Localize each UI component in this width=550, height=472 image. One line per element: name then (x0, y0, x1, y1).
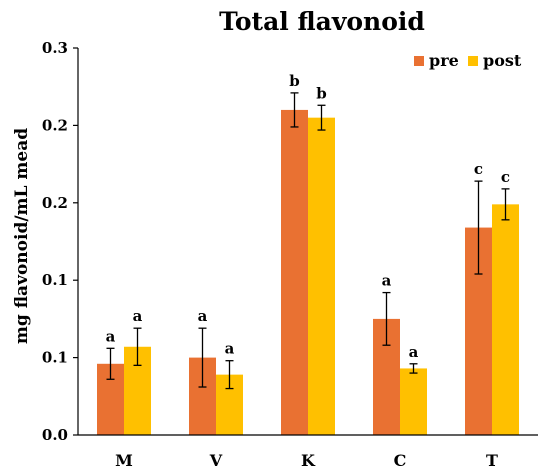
legend-label-post: post (483, 51, 522, 70)
bar-post-T (492, 204, 519, 435)
y-tick-label: 0.2 (42, 116, 68, 134)
y-tick-label: 0.1 (42, 349, 68, 367)
significance-label-post-C: a (409, 343, 419, 361)
x-tick-label-M: M (115, 451, 133, 470)
significance-label-post-M: a (133, 307, 143, 325)
error-bars (106, 92, 510, 390)
significance-label-pre-K: b (289, 72, 300, 90)
x-tick-label-V: V (209, 451, 223, 470)
bar-post-C (400, 368, 427, 435)
y-tick-label: 0.2 (42, 194, 68, 212)
legend-swatch-post (468, 56, 478, 66)
x-tick-label-K: K (301, 451, 316, 470)
significance-label-post-K: b (316, 84, 327, 102)
significance-label-pre-T: c (474, 160, 483, 178)
y-tick-label: 0.1 (42, 271, 68, 289)
significance-label-pre-M: a (106, 327, 116, 345)
significance-label-post-V: a (225, 340, 235, 358)
y-tick-label: 0.3 (42, 39, 68, 57)
significance-label-pre-V: a (198, 307, 208, 325)
x-tick-label-C: C (394, 451, 407, 470)
chart-title: Total flavonoid (219, 7, 425, 36)
x-tick-label-T: T (486, 451, 498, 470)
significance-label-pre-C: a (382, 272, 392, 290)
legend-swatch-pre (414, 56, 424, 66)
bar-pre-K (281, 109, 308, 436)
y-axis-label: mg flavonoid/mL mead (12, 128, 32, 344)
y-tick-label: 0.0 (42, 426, 68, 444)
y-axis-ticks: 0.0 0.1 0.1 0.2 0.2 0.3 (42, 39, 78, 444)
bars (97, 109, 519, 436)
bar-post-K (308, 117, 335, 435)
legend-label-pre: pre (429, 51, 459, 70)
legend: pre post (414, 51, 522, 70)
significance-label-post-T: c (501, 168, 510, 186)
